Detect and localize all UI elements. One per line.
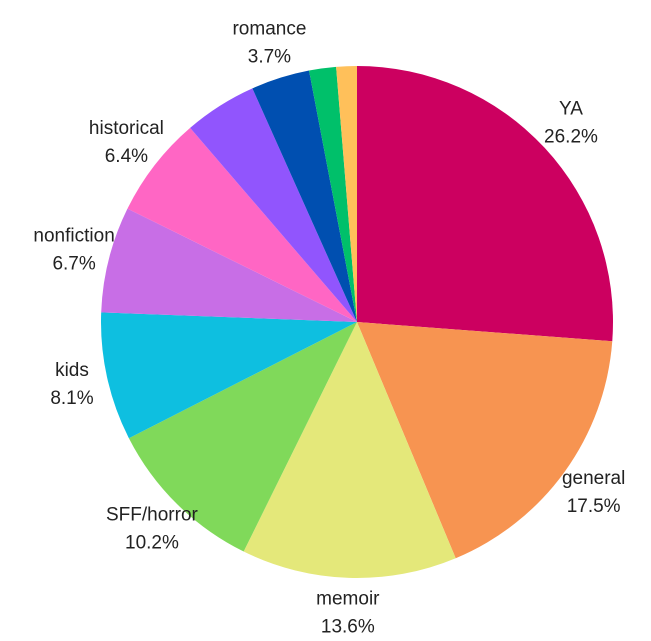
pie-slice xyxy=(101,312,357,439)
pie-slice xyxy=(336,66,357,322)
slice-label: historical xyxy=(89,118,164,139)
pie-slice xyxy=(128,322,357,552)
slice-value-label: 8.1% xyxy=(50,388,93,409)
slice-label: nonfiction xyxy=(33,225,114,246)
pie-slice xyxy=(127,127,357,323)
pie-slice xyxy=(357,322,613,559)
slice-value-label: 6.7% xyxy=(52,253,95,274)
slice-value-label: 13.6% xyxy=(321,617,375,638)
pie-slice xyxy=(309,66,357,323)
slice-value-label: 3.7% xyxy=(248,47,291,68)
slice-label: memoir xyxy=(316,589,380,610)
slice-label: SFF/horror xyxy=(106,505,199,526)
pie-slice xyxy=(357,66,614,342)
slice-label: kids xyxy=(55,360,89,381)
slice-value-label: 6.4% xyxy=(105,146,148,167)
pie-slice xyxy=(243,322,456,578)
slice-value-label: 17.5% xyxy=(567,496,621,517)
slice-label: YA xyxy=(559,99,583,120)
slice-value-label: 10.2% xyxy=(125,533,179,554)
slice-label: romance xyxy=(232,19,306,40)
slice-label: general xyxy=(562,468,625,489)
pie-slice xyxy=(252,70,357,323)
pie-slice xyxy=(101,208,358,322)
slice-value-label: 26.2% xyxy=(544,127,598,148)
pie-slice xyxy=(190,88,357,322)
